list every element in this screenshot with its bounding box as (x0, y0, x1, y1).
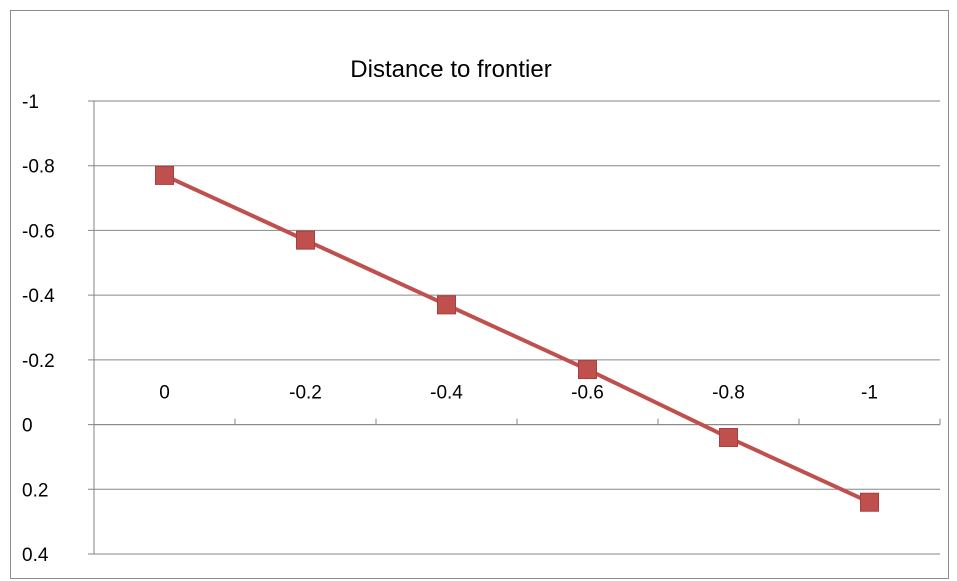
series-line (163, 173, 871, 505)
y-tick-label: -0.6 (22, 221, 55, 242)
data-point-marker (719, 428, 738, 448)
gridlines (88, 100, 940, 555)
y-tick-label: 0.2 (22, 480, 48, 501)
y-tick-label: 0 (22, 416, 33, 437)
x-tick-labels: 0 -0.2 -0.4 -0.6 -0.8 -1 (159, 383, 878, 404)
y-tick-label: -1 (22, 92, 39, 113)
y-tick-label: -0.8 (22, 157, 55, 178)
axes (93, 101, 941, 554)
x-tick-label: 0 (159, 383, 170, 404)
x-tick-label: -0.6 (571, 383, 604, 404)
x-tick-label: -0.2 (289, 383, 322, 404)
x-tick-label: -1 (861, 383, 878, 404)
chart-frame (10, 10, 949, 579)
x-tick-label: -0.4 (430, 383, 463, 404)
data-point-marker (296, 230, 315, 250)
y-tick-label: 0.4 (22, 545, 49, 566)
y-tick-label: -0.4 (22, 286, 55, 307)
data-point-marker (578, 360, 597, 380)
y-tick-labels: -1 -0.8 -0.6 -0.4 -0.2 0 0.2 0.4 (22, 92, 55, 566)
chart-title: Distance to frontier (350, 56, 551, 83)
data-point-marker (437, 295, 456, 315)
data-point-marker (155, 165, 174, 185)
data-point-marker (860, 492, 879, 512)
x-tick-label: -0.8 (712, 383, 745, 404)
y-tick-label: -0.2 (22, 351, 55, 372)
series-layer (155, 165, 879, 512)
